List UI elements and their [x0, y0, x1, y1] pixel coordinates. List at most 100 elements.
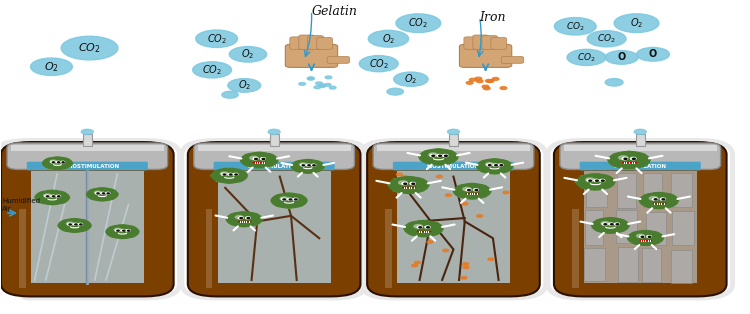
- Circle shape: [432, 155, 435, 156]
- Circle shape: [231, 214, 235, 215]
- Bar: [10, 144, 164, 151]
- Circle shape: [62, 162, 64, 163]
- Circle shape: [247, 218, 250, 219]
- Circle shape: [65, 197, 70, 198]
- Circle shape: [476, 190, 478, 191]
- Circle shape: [605, 176, 610, 178]
- Circle shape: [62, 229, 66, 231]
- Circle shape: [445, 155, 447, 156]
- Circle shape: [280, 197, 288, 200]
- Circle shape: [473, 189, 478, 191]
- Circle shape: [641, 236, 644, 237]
- Circle shape: [660, 198, 665, 200]
- Bar: [636, 134, 645, 146]
- Circle shape: [637, 234, 644, 237]
- Circle shape: [499, 164, 503, 166]
- Circle shape: [271, 200, 275, 202]
- Circle shape: [425, 226, 430, 228]
- Circle shape: [227, 181, 232, 183]
- Circle shape: [476, 159, 512, 174]
- Circle shape: [458, 195, 463, 197]
- Circle shape: [614, 165, 618, 167]
- Circle shape: [39, 201, 44, 203]
- Circle shape: [238, 217, 243, 219]
- Circle shape: [329, 86, 336, 89]
- Circle shape: [500, 87, 507, 89]
- Circle shape: [88, 225, 92, 226]
- Circle shape: [485, 163, 494, 166]
- Circle shape: [320, 84, 326, 87]
- Circle shape: [436, 175, 442, 178]
- Circle shape: [662, 199, 664, 200]
- Text: $CO_2$: $CO_2$: [408, 16, 428, 30]
- Circle shape: [596, 230, 601, 231]
- Circle shape: [231, 223, 235, 225]
- Circle shape: [50, 190, 54, 192]
- Circle shape: [394, 72, 428, 86]
- Circle shape: [316, 170, 320, 171]
- Circle shape: [600, 179, 604, 181]
- Circle shape: [308, 165, 310, 166]
- Circle shape: [393, 179, 398, 181]
- Circle shape: [107, 193, 109, 194]
- FancyBboxPatch shape: [464, 37, 479, 49]
- Circle shape: [216, 180, 220, 181]
- Bar: [646, 212, 665, 245]
- Circle shape: [576, 174, 615, 190]
- Circle shape: [409, 233, 413, 235]
- Circle shape: [500, 165, 502, 166]
- Bar: [19, 209, 26, 288]
- Bar: [572, 209, 578, 288]
- Circle shape: [475, 77, 482, 80]
- Circle shape: [91, 198, 94, 199]
- Circle shape: [610, 181, 615, 183]
- Circle shape: [236, 215, 243, 219]
- Circle shape: [260, 158, 266, 160]
- Bar: [217, 171, 331, 283]
- Circle shape: [34, 197, 39, 198]
- FancyBboxPatch shape: [298, 35, 314, 49]
- Circle shape: [604, 224, 607, 225]
- Circle shape: [427, 227, 430, 228]
- Text: $O_2$: $O_2$: [238, 78, 250, 92]
- Circle shape: [640, 192, 678, 209]
- Circle shape: [439, 155, 442, 156]
- Circle shape: [39, 192, 44, 194]
- Circle shape: [419, 156, 423, 158]
- Circle shape: [602, 223, 608, 225]
- Circle shape: [257, 166, 262, 168]
- Circle shape: [135, 231, 140, 232]
- Circle shape: [211, 175, 215, 176]
- Circle shape: [430, 154, 435, 157]
- Circle shape: [402, 182, 407, 185]
- Circle shape: [454, 156, 458, 158]
- Circle shape: [94, 191, 101, 194]
- FancyBboxPatch shape: [393, 162, 514, 171]
- Circle shape: [620, 230, 625, 231]
- FancyBboxPatch shape: [7, 143, 168, 170]
- Circle shape: [424, 184, 429, 186]
- FancyBboxPatch shape: [501, 57, 524, 63]
- Circle shape: [268, 129, 280, 134]
- Circle shape: [46, 166, 50, 168]
- Circle shape: [593, 188, 598, 190]
- Circle shape: [487, 164, 491, 166]
- Circle shape: [216, 170, 220, 172]
- Circle shape: [650, 197, 658, 200]
- Circle shape: [287, 206, 291, 208]
- Circle shape: [422, 235, 426, 237]
- FancyBboxPatch shape: [188, 142, 361, 296]
- Circle shape: [470, 197, 475, 199]
- Circle shape: [268, 164, 273, 166]
- Circle shape: [226, 218, 230, 220]
- Circle shape: [644, 194, 649, 196]
- Circle shape: [306, 159, 310, 161]
- Text: $O_2$: $O_2$: [404, 72, 418, 86]
- Circle shape: [298, 195, 303, 197]
- Bar: [643, 173, 662, 208]
- Circle shape: [654, 199, 657, 200]
- Circle shape: [44, 194, 51, 197]
- Circle shape: [275, 204, 280, 206]
- FancyBboxPatch shape: [482, 35, 497, 49]
- Circle shape: [639, 200, 644, 202]
